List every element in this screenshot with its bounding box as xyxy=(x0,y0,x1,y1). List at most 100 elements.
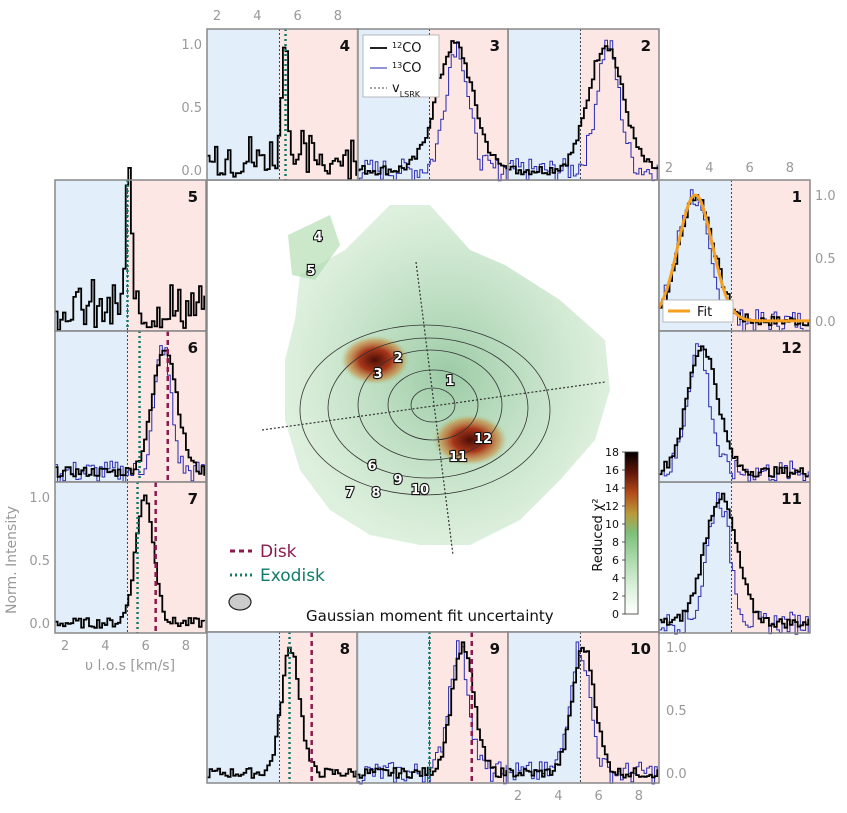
colorbar-tick-label: 12 xyxy=(605,500,619,513)
bottom-x-tick: 2 xyxy=(514,789,522,804)
co12-spectrum xyxy=(207,646,358,779)
marker-2: 2 xyxy=(393,351,402,366)
y-tick: 0.5 xyxy=(29,554,50,569)
co12-spectrum xyxy=(508,45,659,176)
colorbar-tick-label: 0 xyxy=(612,608,619,621)
left-x-tick: 8 xyxy=(182,639,190,654)
colorbar xyxy=(624,451,639,615)
panel-number: 12 xyxy=(781,339,802,357)
co12-spectrum xyxy=(508,646,659,779)
blueshift-region xyxy=(508,29,581,180)
spectrum-panel: 5 xyxy=(54,167,207,332)
colorbar-label: Reduced χ² xyxy=(591,498,606,571)
spectrum-panel: 4 xyxy=(206,28,359,181)
marker-7: 7 xyxy=(345,486,354,501)
marker-9: 9 xyxy=(393,473,402,488)
left-x-tick: 4 xyxy=(101,639,109,654)
left-x-tick: 6 xyxy=(141,639,149,654)
right-x-tick: 2 xyxy=(665,161,673,176)
contours xyxy=(299,324,551,496)
y-tick: 0.0 xyxy=(666,767,687,782)
y-tick: 0.0 xyxy=(29,617,50,632)
y-tick: 0.0 xyxy=(815,315,836,330)
colorbar-tick-label: 18 xyxy=(605,446,619,459)
colorbar-tick-label: 14 xyxy=(605,482,619,495)
co13-spectrum xyxy=(55,345,205,484)
marker-8: 8 xyxy=(371,486,380,501)
bottom-x-tick: 6 xyxy=(594,789,602,804)
hotspot-north xyxy=(340,335,410,385)
legend-isotope: 13 xyxy=(392,61,402,70)
legend-lsrk: LSRK xyxy=(400,90,421,99)
panel-number: 5 xyxy=(188,188,198,206)
panel-number: 7 xyxy=(188,490,198,508)
co13-spectrum xyxy=(508,641,658,785)
minor-axis xyxy=(415,261,454,556)
panel-number: 1 xyxy=(792,188,802,206)
panel-number: 8 xyxy=(340,640,350,658)
right-x-tick: 8 xyxy=(786,161,794,176)
co12-spectrum xyxy=(55,167,206,331)
disk-legend-label: Disk xyxy=(260,542,297,562)
beam-ellipse xyxy=(228,593,252,611)
colorbar-ticks: 0 2 4 6 8 10 12 14 16 18 xyxy=(605,446,625,621)
legend-label: 12CO xyxy=(392,41,422,57)
co13-spectrum xyxy=(357,640,507,785)
spectrum-panel: 2 xyxy=(507,28,660,182)
top-x-tick: 2 xyxy=(213,9,221,24)
colorbar-tick-label: 10 xyxy=(605,518,619,531)
bottom-x-tick: 4 xyxy=(554,789,562,804)
colorbar-tick-label: 4 xyxy=(612,572,619,585)
colorbar-tick-label: 2 xyxy=(612,590,619,603)
y-tick: 0.0 xyxy=(181,164,202,179)
panel-frame xyxy=(54,481,207,634)
marker-3: 3 xyxy=(373,367,382,382)
exodisk-legend-label: Exodisk xyxy=(260,566,325,586)
y-tick: 0.5 xyxy=(815,252,836,267)
blueshift-region xyxy=(55,180,128,331)
redshift-region xyxy=(731,180,810,331)
spectrum-panel: 11 xyxy=(658,481,811,635)
legend-isotope: 12 xyxy=(392,41,402,50)
legend-molecule: CO xyxy=(402,61,421,76)
blueshift-region xyxy=(207,632,280,783)
y-tick: 0.5 xyxy=(666,704,687,719)
blueshift-region xyxy=(55,331,128,482)
spectrum-panel: 7 xyxy=(54,481,207,634)
bottom-x-tick: 8 xyxy=(635,789,643,804)
beam-label: Gaussian moment fit uncertainty xyxy=(306,607,554,625)
spectrum-panel: 12 xyxy=(658,330,811,483)
spectrum-panel: 6 xyxy=(54,330,207,484)
y-tick: 1.0 xyxy=(815,189,836,204)
left-x-tick: 2 xyxy=(61,639,69,654)
spectrum-panel: 9 xyxy=(356,631,509,785)
panel-number: 10 xyxy=(630,640,651,658)
blueshift-region xyxy=(357,632,430,783)
legend-label: 13CO xyxy=(392,61,422,77)
hotspot-south xyxy=(432,414,508,466)
fit-legend-box xyxy=(662,299,734,323)
panel-number: 2 xyxy=(641,37,651,55)
top-x-tick: 4 xyxy=(253,9,261,24)
panel-number: 9 xyxy=(490,640,500,658)
redshift-region xyxy=(580,29,659,180)
top-x-tick: 6 xyxy=(293,9,301,24)
marker-11: 11 xyxy=(449,450,467,465)
co12-spectrum xyxy=(659,492,810,629)
spectrum-panel: 8 xyxy=(206,631,359,784)
y-tick: 1.0 xyxy=(181,38,202,53)
y-tick: 1.0 xyxy=(666,641,687,656)
co13-spectrum xyxy=(508,39,658,182)
chi2-map: 1 2 3 4 5 6 7 8 9 10 11 12 Disk Exodisk … xyxy=(206,179,660,633)
co12-spectrum xyxy=(55,494,206,629)
panel-number: 3 xyxy=(490,37,500,55)
blueshift-region xyxy=(55,482,128,633)
axes-labels: 2 4 6 8 2 4 6 8 2 4 6 8 2 4 6 8 0.0 0.5 1.0 0.0 0.5 1.0 0.0 0.5… xyxy=(4,9,836,804)
blueshift-region xyxy=(207,29,280,180)
x-axis-label: υ l.o.s [km/s] xyxy=(85,658,175,674)
spectrum-panel: 10 xyxy=(507,631,660,785)
major-axis xyxy=(261,381,606,431)
